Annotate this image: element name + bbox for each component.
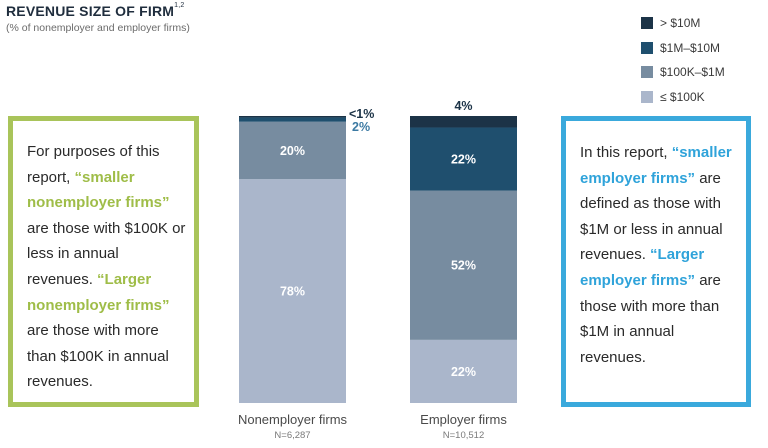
bar-segment-employer-firms-10m — [410, 116, 517, 128]
data-label-nonemployer-firms-10m: <1% — [349, 107, 374, 121]
legend-item-1m-10m: $1M–$10M — [641, 36, 725, 61]
data-label-nonemployer-firms-100k-1m: 20% — [280, 144, 305, 158]
bar-segment-employer-firms-100k — [410, 339, 517, 403]
sample-size-employer-firms: N=10,512 — [443, 430, 484, 441]
data-label-employer-firms-100k: 22% — [451, 365, 476, 379]
legend-swatch-1m-10m — [641, 41, 653, 54]
legend-label: > $10M — [660, 16, 701, 31]
legend-item-le100k: ≤ $100K — [641, 85, 725, 110]
bar-segment-nonemployer-firms-10m — [239, 116, 346, 118]
legend-swatch-le100k — [641, 90, 653, 103]
data-label-nonemployer-firms-1m-10m: 2% — [352, 120, 370, 134]
legend-item-100k-1m: $100K–$1M — [641, 60, 725, 85]
legend-label: $1M–$10M — [660, 40, 721, 55]
legend: > $10M $1M–$10M $100K–$1M ≤ $100K — [641, 11, 725, 109]
legend-label: ≤ $100K — [660, 89, 705, 104]
bar-segment-nonemployer-firms-1m-10m — [239, 117, 346, 122]
highlight-smaller-nonemployer: “smaller nonemployer firms” — [27, 168, 170, 212]
data-label-employer-firms-1m-10m: 22% — [451, 153, 476, 167]
bar-segment-employer-firms-1m-10m — [410, 127, 517, 191]
bar-segment-nonemployer-firms-100k-1m — [239, 121, 346, 180]
highlight-smaller-employer: “smaller employer firms” — [580, 144, 732, 187]
highlight-larger-employer: “Larger employer firms” — [580, 246, 705, 289]
sample-size-nonemployer-firms: N=6,287 — [274, 430, 310, 441]
legend-swatch-100k-1m — [641, 66, 653, 79]
legend-label: $100K–$1M — [660, 65, 725, 80]
data-label-employer-firms-100k-1m: 52% — [451, 259, 476, 273]
highlight-larger-nonemployer: “Larger nonemployer firms” — [27, 270, 170, 314]
chart-title: REVENUE SIZE OF FIRM1,2 — [6, 2, 185, 19]
category-label-employer-firms: Employer firms — [420, 412, 507, 427]
title-footnote: 1,2 — [174, 2, 185, 9]
bar-segment-employer-firms-100k-1m — [410, 190, 517, 340]
callout-employer-definition: In this report, “smaller employer firms”… — [561, 116, 751, 407]
bar-segment-nonemployer-firms-100k — [239, 179, 346, 403]
data-label-nonemployer-firms-100k: 78% — [280, 285, 305, 299]
chart-subtitle: (% of nonemployer and employer firms) — [6, 22, 190, 34]
data-label-employer-firms-10m: 4% — [454, 99, 472, 113]
category-label-nonemployer-firms: Nonemployer firms — [238, 412, 348, 427]
legend-swatch-gt10m — [641, 17, 653, 30]
legend-item-gt10m: > $10M — [641, 11, 725, 36]
callout-nonemployer-definition: For purposes of this report, “smaller no… — [8, 116, 199, 407]
callout-text: In this report, “smaller employer firms”… — [580, 144, 732, 366]
callout-text: For purposes of this report, “smaller no… — [27, 143, 186, 391]
